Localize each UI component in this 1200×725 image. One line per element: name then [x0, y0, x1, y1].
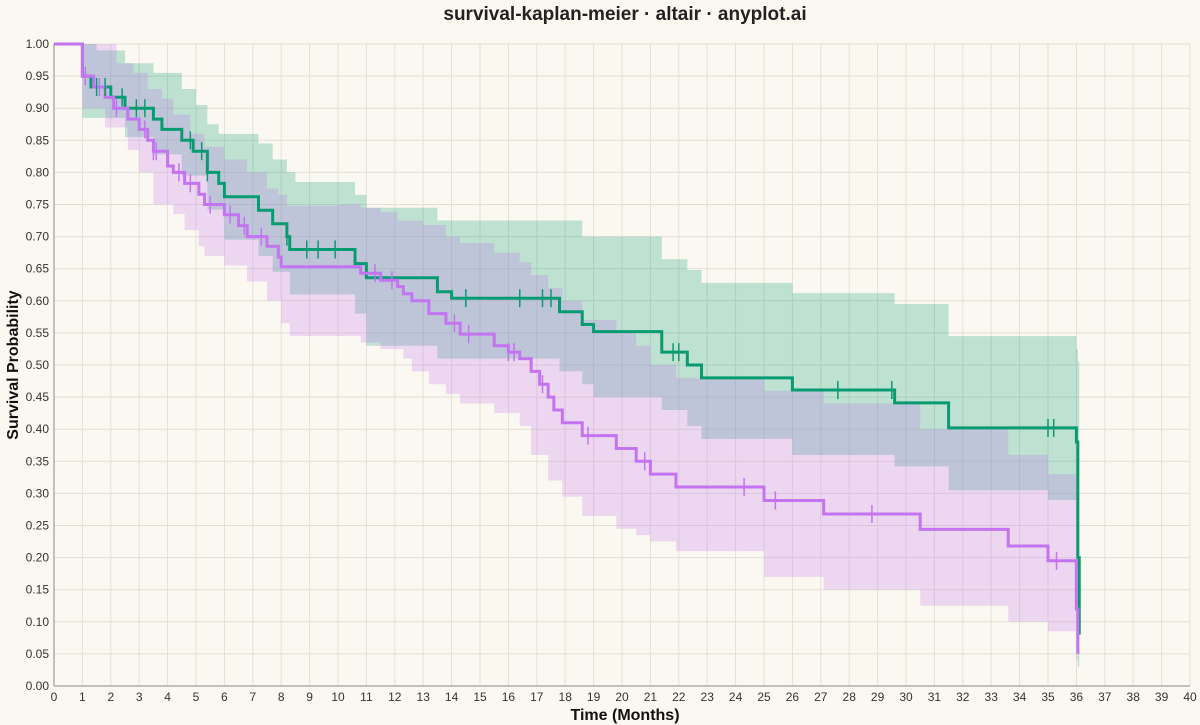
axes: [53, 44, 1190, 687]
x-tick-label-40: 40: [1183, 690, 1197, 704]
x-tick-label-8: 8: [278, 690, 285, 704]
x-tick-label-12: 12: [388, 690, 402, 704]
x-tick-label-2: 2: [107, 690, 114, 704]
chart-title: survival-kaplan-meier · altair · anyplot…: [443, 4, 806, 25]
y-tick-label-1: 0.05: [26, 647, 50, 661]
y-tick-label-9: 0.45: [26, 390, 50, 404]
x-tick-label-19: 19: [587, 690, 601, 704]
x-tick-label-18: 18: [559, 690, 573, 704]
x-tick-label-35: 35: [1041, 690, 1055, 704]
y-tick-label-20: 1.00: [26, 37, 50, 51]
x-tick-label-7: 7: [249, 690, 256, 704]
x-tick-label-34: 34: [1013, 690, 1027, 704]
confidence-bands: [54, 44, 1080, 667]
x-tick-label-27: 27: [814, 690, 828, 704]
y-tick-label-12: 0.60: [26, 294, 50, 308]
x-tick-label-29: 29: [871, 690, 885, 704]
x-tick-label-32: 32: [956, 690, 970, 704]
x-tick-label-17: 17: [530, 690, 544, 704]
x-tick-label-15: 15: [473, 690, 487, 704]
x-tick-label-39: 39: [1155, 690, 1169, 704]
y-tick-label-8: 0.40: [26, 422, 50, 436]
x-tick-label-22: 22: [672, 690, 686, 704]
censor-marks: [84, 67, 1058, 570]
x-tick-label-11: 11: [360, 690, 373, 704]
x-tick-label-21: 21: [644, 690, 658, 704]
x-tick-label-16: 16: [502, 690, 516, 704]
x-tick-label-38: 38: [1127, 690, 1141, 704]
x-tick-label-6: 6: [221, 690, 228, 704]
y-tick-label-6: 0.30: [26, 486, 50, 500]
y-axis-title: Survival Probability: [5, 290, 22, 439]
y-tick-label-14: 0.70: [26, 230, 50, 244]
x-tick-label-4: 4: [164, 690, 171, 704]
x-axis-title: Time (Months): [570, 707, 679, 724]
y-tick-label-0: 0.00: [26, 679, 50, 693]
y-tick-label-11: 0.55: [26, 326, 50, 340]
x-tick-label-9: 9: [306, 690, 313, 704]
y-tick-label-10: 0.50: [26, 358, 50, 372]
x-tick-label-1: 1: [79, 690, 86, 704]
y-tick-label-2: 0.10: [26, 615, 50, 629]
x-tick-label-33: 33: [985, 690, 999, 704]
x-tick-label-31: 31: [928, 690, 942, 704]
x-tick-label-13: 13: [417, 690, 431, 704]
tick-labels: 0 1 2 3 4 5 6 7 8 9 10 11 12 13 14 15 16 17 18 19 20 21 22 23 24…: [26, 37, 1197, 704]
y-tick-label-3: 0.15: [26, 583, 50, 597]
y-tick-label-16: 0.80: [26, 165, 50, 179]
x-tick-label-5: 5: [193, 690, 200, 704]
y-tick-label-18: 0.90: [26, 101, 50, 115]
ci-band-series-0: [54, 44, 1080, 667]
y-tick-label-7: 0.35: [26, 454, 50, 468]
x-tick-label-36: 36: [1070, 690, 1084, 704]
ci-band-series-1: [54, 44, 1078, 661]
x-tick-label-24: 24: [729, 690, 743, 704]
x-tick-label-14: 14: [445, 690, 459, 704]
y-tick-label-13: 0.65: [26, 262, 50, 276]
y-tick-label-4: 0.20: [26, 551, 50, 565]
x-tick-label-37: 37: [1098, 690, 1112, 704]
x-tick-label-10: 10: [331, 690, 345, 704]
x-tick-label-0: 0: [51, 690, 58, 704]
x-tick-label-25: 25: [757, 690, 771, 704]
survival-line-series-0: [54, 42, 1081, 635]
y-tick-label-17: 0.85: [26, 133, 50, 147]
x-tick-label-28: 28: [843, 690, 857, 704]
x-tick-label-23: 23: [701, 690, 715, 704]
x-tick-label-3: 3: [136, 690, 143, 704]
x-tick-label-26: 26: [786, 690, 800, 704]
y-tick-label-5: 0.25: [26, 519, 50, 533]
x-tick-label-30: 30: [899, 690, 913, 704]
y-tick-label-15: 0.75: [26, 198, 50, 212]
x-tick-label-20: 20: [615, 690, 629, 704]
y-tick-label-19: 0.95: [26, 69, 50, 83]
